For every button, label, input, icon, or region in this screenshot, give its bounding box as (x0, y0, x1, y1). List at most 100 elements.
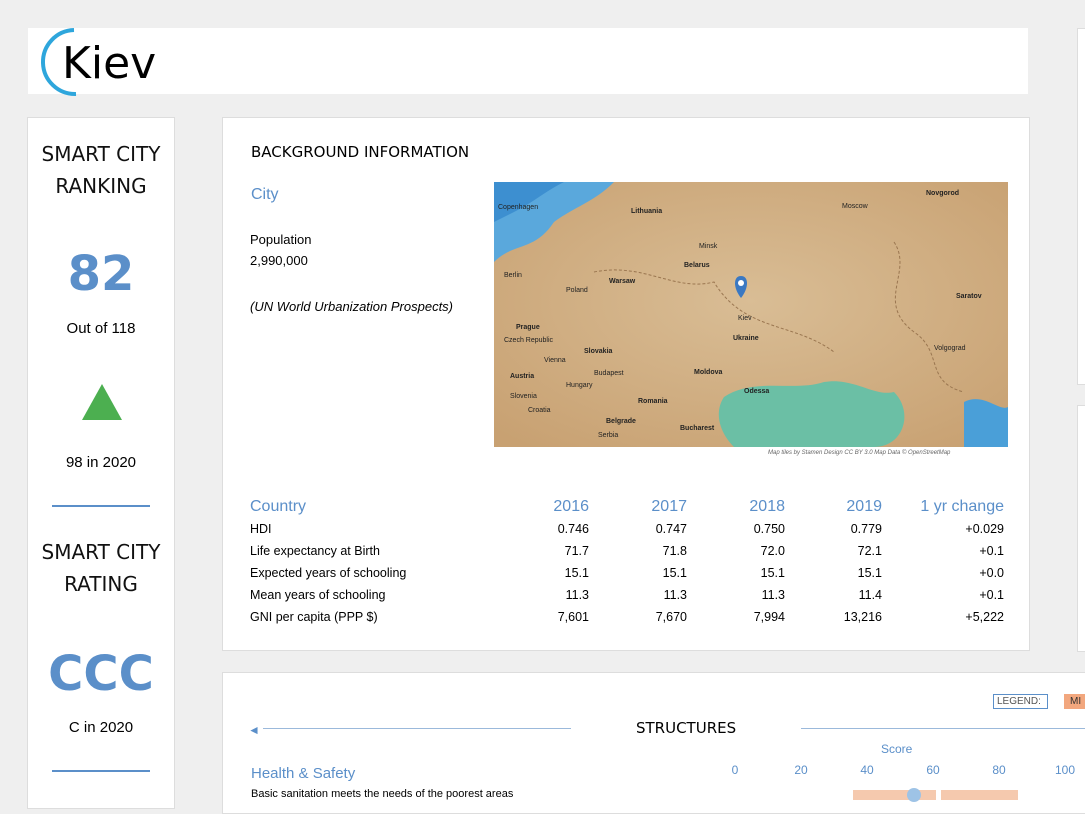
country-table: Country 2016 2017 2018 2019 1 yr change HDI 0.7… (250, 496, 1004, 628)
score-tick: 40 (860, 763, 874, 777)
cell: +0.1 (979, 588, 1004, 602)
map-label: Berlin (504, 272, 522, 279)
cell: 0.750 (753, 522, 785, 536)
ranking-panel: SMART CITY RANKING 82 Out of 118 98 in 2… (27, 117, 175, 809)
table-header: Country 2016 2017 2018 2019 1 yr change (250, 496, 1004, 518)
title-bar (28, 28, 1028, 94)
header-cell: 1 yr change (920, 498, 1004, 515)
map-label: Vienna (544, 357, 566, 364)
map-credit: Map tiles by Stamen Design CC BY 3.0 Map… (768, 450, 951, 456)
population-label: Population (250, 232, 312, 247)
rule (801, 728, 1085, 729)
rule (263, 728, 571, 729)
map-label: Saratov (956, 293, 982, 300)
map-label: Austria (510, 373, 534, 380)
rank-up-icon (82, 384, 122, 420)
cell: 11.4 (858, 588, 882, 602)
structures-title: STRUCTURES (636, 719, 737, 737)
side-panel (1077, 405, 1085, 652)
cell: 71.8 (662, 544, 687, 558)
cell: Expected years of schooling (250, 566, 407, 580)
score-tick: 100 (1055, 763, 1076, 777)
cell: 11.3 (761, 588, 785, 602)
cell: 15.1 (760, 566, 785, 580)
map-label: Hungary (566, 382, 593, 389)
map-label: Moscow (842, 203, 869, 210)
side-panel (1077, 28, 1085, 385)
cell: 13,216 (843, 610, 882, 624)
table-row: Mean years of schooling 11.3 11.3 11.3 11.4 +… (250, 584, 1004, 606)
map-label: Volgograd (934, 345, 966, 352)
cell: 15.1 (662, 566, 687, 580)
cell: 15.1 (857, 566, 882, 580)
prev-arrow[interactable]: ◄ (248, 723, 260, 737)
cell: GNI per capita (PPP $) (250, 610, 378, 624)
table-row: GNI per capita (PPP $) 7,601 7,670 7,994 13,… (250, 606, 1004, 628)
map-label: Novgorod (926, 190, 959, 197)
cell: 11.3 (565, 588, 589, 602)
cell: +0.1 (979, 544, 1004, 558)
background-panel: BACKGROUND INFORMATION City Population 2… (222, 117, 1030, 651)
cell: 0.779 (850, 522, 882, 536)
section-title: BACKGROUND INFORMATION (251, 143, 470, 161)
rank-previous: 98 in 2020 (65, 454, 137, 471)
header-cell: 2019 (846, 498, 882, 515)
map-label: Slovenia (510, 393, 537, 400)
table-row: Life expectancy at Birth 71.7 71.8 72.0 72.1… (250, 540, 1004, 562)
score-label: Score (881, 742, 913, 756)
map-label: Bucharest (680, 425, 715, 432)
rank-out-of: Out of 118 (66, 320, 136, 337)
map-label: Belgrade (606, 418, 636, 425)
cell: Life expectancy at Birth (250, 544, 380, 558)
header-cell: 2017 (651, 498, 687, 515)
header-cell: Country (250, 498, 307, 515)
cell: 11.3 (663, 588, 687, 602)
score-tick: 60 (926, 763, 940, 777)
map-label: Budapest (594, 370, 624, 377)
cell: +0.0 (979, 566, 1004, 580)
cell: +5,222 (965, 610, 1004, 624)
map-pin (735, 276, 747, 298)
source: (UN World Urbanization Prospects) (250, 299, 454, 314)
map-label: Czech Republic (504, 337, 554, 344)
table-row: HDI 0.746 0.747 0.750 0.779 +0.029 (250, 518, 1004, 540)
map-label: Kiev (738, 315, 752, 322)
map-label: Odessa (744, 388, 769, 395)
score-tick: 80 (992, 763, 1006, 777)
cell: 0.747 (655, 522, 687, 536)
grade-previous: C in 2020 (68, 719, 134, 736)
rating-heading: SMART CITY RATING (41, 540, 161, 596)
cell: 7,994 (753, 610, 785, 624)
grade: CCC (48, 646, 154, 702)
map-label: Copenhagen (498, 204, 538, 211)
rank: 82 (67, 246, 135, 302)
score-knob[interactable] (907, 788, 921, 802)
item-text: Basic sanitation meets the needs of the … (251, 788, 514, 800)
map-label: Moldova (694, 369, 722, 376)
map-label: Belarus (684, 262, 710, 269)
ranking-heading: SMART CITY RANKING (41, 142, 161, 198)
map-label: Poland (566, 287, 588, 294)
cell: 7,670 (655, 610, 687, 624)
map-label: Prague (516, 324, 540, 331)
map-label: Croatia (528, 407, 551, 414)
city-title: Kiev (62, 38, 157, 89)
cell: 72.0 (760, 544, 785, 558)
table-row: Expected years of schooling 15.1 15.1 15.1 1… (250, 562, 1004, 584)
cell: 0.746 (557, 522, 589, 536)
score-bar (853, 790, 936, 800)
map-label: Ukraine (733, 335, 759, 342)
header-cell: 2016 (553, 498, 589, 515)
map-label: Serbia (598, 432, 618, 439)
section-heading: Health & Safety (251, 765, 356, 782)
map-label: Lithuania (631, 208, 662, 215)
logo-arc (41, 28, 77, 97)
cell: 15.1 (564, 566, 589, 580)
divider (52, 770, 150, 772)
cell: HDI (250, 522, 272, 536)
city-heading: City (251, 186, 279, 203)
cell: 72.1 (857, 544, 882, 558)
header-cell: 2018 (749, 498, 785, 515)
score-tick: 0 (731, 763, 739, 777)
